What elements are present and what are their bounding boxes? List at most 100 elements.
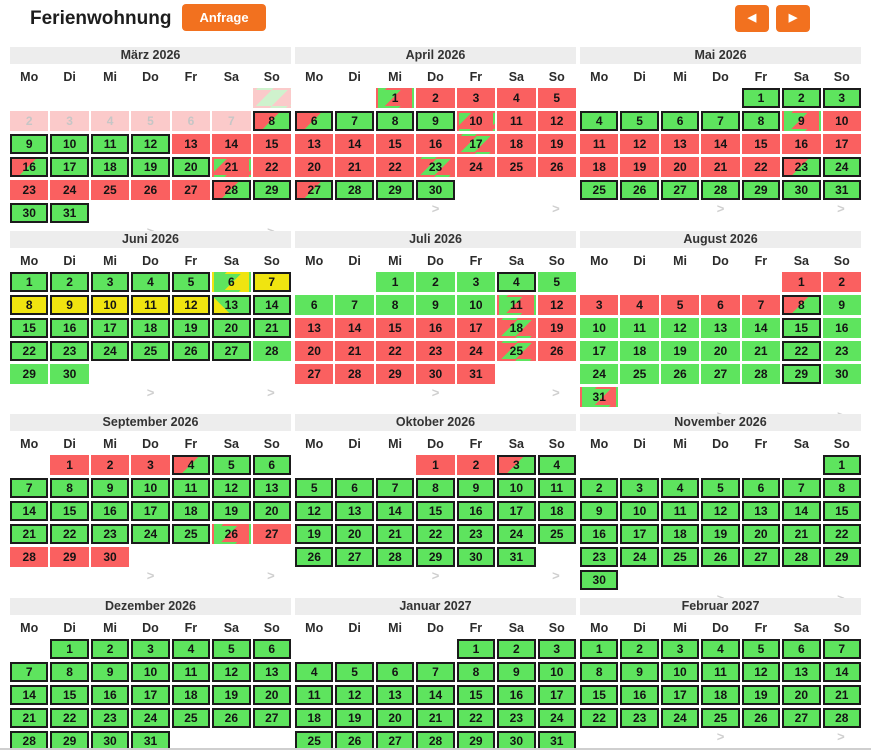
month-next-chevron-icon[interactable]: > <box>251 225 291 231</box>
day-cell[interactable]: 26 <box>741 707 781 728</box>
day-cell[interactable]: 28 <box>416 730 455 748</box>
day-cell[interactable]: 9 <box>620 661 659 682</box>
day-cell[interactable]: 10 <box>537 661 576 682</box>
day-cell[interactable]: 19 <box>741 684 781 705</box>
day-cell[interactable]: 28 <box>212 180 251 200</box>
month-next-chevron-icon[interactable]: > <box>821 408 861 414</box>
day-cell[interactable]: 4 <box>537 455 576 475</box>
day-cell[interactable]: 19 <box>660 340 700 361</box>
request-button[interactable]: Anfrage <box>182 4 266 31</box>
day-cell[interactable]: 8 <box>456 661 496 682</box>
day-cell[interactable]: 18 <box>660 524 700 544</box>
day-cell[interactable]: 27 <box>660 180 700 200</box>
day-cell[interactable]: 1 <box>822 455 861 475</box>
day-cell[interactable]: 31 <box>537 730 576 748</box>
day-cell[interactable]: 16 <box>456 501 496 521</box>
month-next-chevron-icon[interactable]: > <box>130 225 170 231</box>
day-cell[interactable]: 29 <box>741 180 781 200</box>
day-cell[interactable]: 2 <box>416 271 455 292</box>
day-cell[interactable]: 25 <box>620 363 659 384</box>
month-next-chevron-icon[interactable]: > <box>837 201 845 216</box>
day-cell[interactable]: 24 <box>822 157 861 177</box>
day-cell[interactable]: 12 <box>701 501 740 521</box>
day-cell[interactable]: 8 <box>822 478 861 498</box>
day-cell[interactable]: 18 <box>171 684 211 705</box>
day-cell[interactable]: 12 <box>212 661 251 682</box>
day-cell[interactable]: 5 <box>212 455 251 475</box>
day-cell[interactable]: 16 <box>10 157 49 177</box>
day-cell[interactable]: 24 <box>131 707 170 728</box>
day-cell[interactable]: 12 <box>335 684 374 705</box>
month-next-chevron-icon[interactable]: > <box>552 568 560 583</box>
day-cell[interactable]: 28 <box>10 730 49 748</box>
day-cell[interactable]: 4 <box>171 638 211 659</box>
day-cell[interactable]: 10 <box>50 134 89 154</box>
day-cell[interactable]: 25 <box>131 340 170 361</box>
day-cell[interactable]: 22 <box>50 524 89 544</box>
day-cell[interactable]: 2 <box>580 478 619 498</box>
day-cell[interactable]: 28 <box>822 707 861 728</box>
day-cell[interactable]: 4 <box>660 478 700 498</box>
day-cell[interactable]: 10 <box>456 294 496 315</box>
day-cell[interactable]: 18 <box>131 317 170 338</box>
day-cell[interactable]: 28 <box>335 180 374 200</box>
day-cell[interactable]: 28 <box>701 180 740 200</box>
day-cell[interactable]: 16 <box>50 317 89 338</box>
day-cell[interactable]: 15 <box>416 501 455 521</box>
day-cell[interactable]: 27 <box>375 730 415 748</box>
day-cell[interactable]: 27 <box>252 707 291 728</box>
month-next-chevron-icon[interactable]: > <box>552 201 560 216</box>
day-cell[interactable]: 12 <box>295 501 334 521</box>
day-cell[interactable]: 11 <box>171 661 211 682</box>
day-cell[interactable]: 22 <box>580 707 619 728</box>
day-cell[interactable]: 9 <box>90 478 130 498</box>
day-cell[interactable]: 30 <box>497 730 536 748</box>
day-cell[interactable]: 4 <box>295 661 334 682</box>
day-cell[interactable]: 20 <box>375 707 415 728</box>
day-cell[interactable]: 6 <box>782 638 821 659</box>
day-cell[interactable]: 10 <box>620 501 659 521</box>
day-cell[interactable]: 26 <box>212 707 251 728</box>
day-cell[interactable]: 17 <box>497 501 536 521</box>
day-cell[interactable]: 15 <box>456 684 496 705</box>
day-cell[interactable]: 8 <box>741 111 781 131</box>
day-cell[interactable]: 19 <box>212 501 251 521</box>
day-cell[interactable]: 6 <box>252 455 291 475</box>
month-next-chevron-icon[interactable]: > <box>146 568 155 583</box>
day-cell[interactable]: 7 <box>10 661 49 682</box>
month-next-chevron-icon[interactable]: > <box>431 384 440 400</box>
day-cell[interactable]: 19 <box>212 684 251 705</box>
day-cell[interactable]: 22 <box>456 707 496 728</box>
day-cell[interactable]: 11 <box>131 294 170 315</box>
day-cell[interactable]: 13 <box>375 684 415 705</box>
day-cell[interactable]: 31 <box>50 203 89 223</box>
day-cell[interactable]: 10 <box>660 661 700 682</box>
day-cell[interactable]: 14 <box>782 501 821 521</box>
day-cell[interactable]: 6 <box>295 111 334 131</box>
day-cell[interactable]: 10 <box>580 317 619 338</box>
day-cell[interactable]: 12 <box>660 317 700 338</box>
day-cell[interactable]: 28 <box>252 340 291 361</box>
day-cell[interactable]: 20 <box>212 317 251 338</box>
day-cell[interactable]: 17 <box>620 524 659 544</box>
day-cell[interactable]: 28 <box>375 547 415 567</box>
day-cell[interactable]: 10 <box>456 111 496 131</box>
day-cell[interactable]: 3 <box>537 638 576 659</box>
day-cell[interactable]: 27 <box>335 547 374 567</box>
day-cell[interactable]: 13 <box>701 317 740 338</box>
day-cell[interactable]: 18 <box>295 707 334 728</box>
day-cell[interactable]: 14 <box>375 501 415 521</box>
day-cell[interactable]: 25 <box>171 524 211 544</box>
day-cell[interactable]: 1 <box>580 638 619 659</box>
day-cell[interactable]: 31 <box>131 730 170 748</box>
day-cell[interactable]: 27 <box>782 707 821 728</box>
day-cell[interactable]: 8 <box>580 661 619 682</box>
day-cell[interactable]: 8 <box>50 661 89 682</box>
day-cell[interactable]: 27 <box>212 340 251 361</box>
day-cell[interactable]: 26 <box>660 363 700 384</box>
day-cell[interactable]: 28 <box>782 547 821 567</box>
day-cell[interactable]: 12 <box>212 478 251 498</box>
day-cell[interactable]: 24 <box>90 340 130 361</box>
day-cell[interactable]: 20 <box>335 524 374 544</box>
month-next-chevron-icon[interactable]: > <box>431 568 440 583</box>
